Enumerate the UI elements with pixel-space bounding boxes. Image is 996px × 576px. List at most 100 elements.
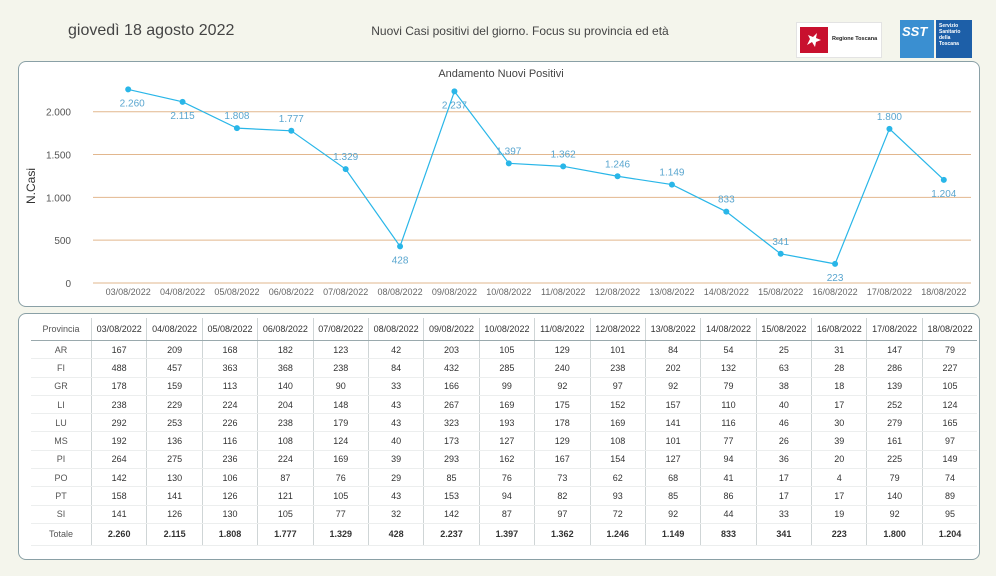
value-cell: 264 xyxy=(90,450,147,470)
value-cell: 204 xyxy=(257,395,314,415)
y-tick-label: 0 xyxy=(65,279,71,290)
data-label: 833 xyxy=(718,195,735,206)
value-cell: 39 xyxy=(367,450,424,470)
x-tick-label: 14/08/2022 xyxy=(704,287,749,297)
data-label: 1.204 xyxy=(931,189,956,200)
value-cell: 428 xyxy=(367,522,424,546)
value-cell: 149 xyxy=(921,450,978,470)
value-cell: 92 xyxy=(866,505,923,524)
x-tick-label: 15/08/2022 xyxy=(758,287,803,297)
column-header-date: 18/08/2022 xyxy=(921,318,978,341)
value-cell: 105 xyxy=(478,340,535,360)
value-cell: 105 xyxy=(921,377,978,396)
value-cell: 79 xyxy=(700,377,757,396)
value-cell: 33 xyxy=(367,377,424,396)
value-cell: 224 xyxy=(257,450,314,470)
value-cell: 77 xyxy=(700,431,757,451)
province-cell: PT xyxy=(31,486,92,506)
total-row: Totale 2.260 2.115 1.808 1.777 1.329 428 2.237 1… xyxy=(31,522,978,546)
value-cell: 97 xyxy=(534,505,591,524)
y-axis-label: N.Casi xyxy=(24,168,38,204)
value-cell: 85 xyxy=(423,468,480,488)
x-tick-label: 16/08/2022 xyxy=(813,287,858,297)
value-cell: 108 xyxy=(589,431,646,451)
x-tick-label: 13/08/2022 xyxy=(649,287,694,297)
value-cell: 108 xyxy=(257,431,314,451)
column-header-date: 10/08/2022 xyxy=(478,318,535,341)
regione-toscana-label: Regione Toscana xyxy=(832,36,878,42)
series-line xyxy=(128,88,945,265)
value-cell: 123 xyxy=(312,340,369,360)
value-cell: 127 xyxy=(478,431,535,451)
column-header-date: 06/08/2022 xyxy=(257,318,314,341)
table-row: AR 167 209 168 182 123 42 203 105 129 101 84 54 25 31 1… xyxy=(31,340,978,360)
header: giovedì 18 agosto 2022 Nuovi Casi positi… xyxy=(0,0,996,60)
table-row: LU 292 253 226 238 179 43 323 193 178 169 141 116 46 3… xyxy=(31,413,978,433)
value-cell: 32 xyxy=(367,505,424,524)
value-cell: 124 xyxy=(312,431,369,451)
value-cell: 43 xyxy=(367,486,424,506)
value-cell: 17 xyxy=(811,486,867,506)
data-label: 2.260 xyxy=(120,98,145,109)
province-cell: AR xyxy=(31,340,92,360)
value-cell: 158 xyxy=(90,486,147,506)
data-points xyxy=(125,86,947,267)
value-cell: 173 xyxy=(423,431,480,451)
value-cell: 19 xyxy=(811,505,867,524)
x-tick-label: 04/08/2022 xyxy=(160,287,205,297)
pegasus-icon xyxy=(800,27,828,53)
province-cell: PO xyxy=(31,468,92,488)
value-cell: 79 xyxy=(921,340,978,360)
sst-logo: SST Servizio Sanitario della Toscana xyxy=(900,20,972,58)
value-cell: 28 xyxy=(811,358,867,378)
column-header-date: 14/08/2022 xyxy=(700,318,757,341)
value-cell: 68 xyxy=(644,468,701,488)
value-cell: 141 xyxy=(146,486,203,506)
value-cell: 165 xyxy=(921,413,978,433)
value-cell: 1.329 xyxy=(312,522,369,546)
value-cell: 73 xyxy=(534,468,591,488)
value-cell: 79 xyxy=(866,468,923,488)
value-cell: 240 xyxy=(534,358,591,378)
province-cell: LI xyxy=(31,395,92,415)
value-cell: 169 xyxy=(589,413,646,433)
table-row: FI 488 457 363 368 238 84 432 285 240 238 202 132 63 2… xyxy=(31,358,978,378)
value-cell: 18 xyxy=(811,377,867,396)
value-cell: 293 xyxy=(423,450,480,470)
value-cell: 38 xyxy=(755,377,812,396)
sst-mark-text: SST xyxy=(902,24,928,39)
value-cell: 203 xyxy=(423,340,480,360)
value-cell: 142 xyxy=(423,505,480,524)
value-cell: 141 xyxy=(644,413,701,433)
value-cell: 105 xyxy=(257,505,314,524)
value-cell: 192 xyxy=(90,431,147,451)
value-cell: 368 xyxy=(257,358,314,378)
table-header-row: Provincia 03/08/2022 04/08/2022 05/08/2022 0… xyxy=(31,318,978,341)
chart-panel: Andamento Nuovi Positivi N.Casi 0 500 1.00… xyxy=(18,61,980,307)
data-label: 2.237 xyxy=(442,100,467,111)
column-header-provincia: Provincia xyxy=(31,318,92,341)
value-cell: 229 xyxy=(146,395,203,415)
column-header-date: 07/08/2022 xyxy=(312,318,369,341)
value-cell: 238 xyxy=(312,358,369,378)
value-cell: 63 xyxy=(755,358,812,378)
value-cell: 1.362 xyxy=(534,522,591,546)
value-cell: 40 xyxy=(367,431,424,451)
value-cell: 139 xyxy=(866,377,923,396)
cases-table: Provincia 03/08/2022 04/08/2022 05/08/2022 0… xyxy=(31,318,978,546)
value-cell: 363 xyxy=(201,358,258,378)
value-cell: 4 xyxy=(811,468,867,488)
value-cell: 46 xyxy=(755,413,812,433)
province-cell: GR xyxy=(31,377,92,396)
province-cell: LU xyxy=(31,413,92,433)
value-cell: 285 xyxy=(478,358,535,378)
value-cell: 20 xyxy=(811,450,867,470)
value-cell: 147 xyxy=(866,340,923,360)
value-cell: 26 xyxy=(755,431,812,451)
value-cell: 95 xyxy=(921,505,978,524)
x-tick-label: 03/08/2022 xyxy=(106,287,151,297)
data-point xyxy=(288,127,295,134)
x-tick-label: 10/08/2022 xyxy=(486,287,531,297)
x-tick-label: 09/08/2022 xyxy=(432,287,477,297)
data-label: 1.362 xyxy=(551,149,576,160)
